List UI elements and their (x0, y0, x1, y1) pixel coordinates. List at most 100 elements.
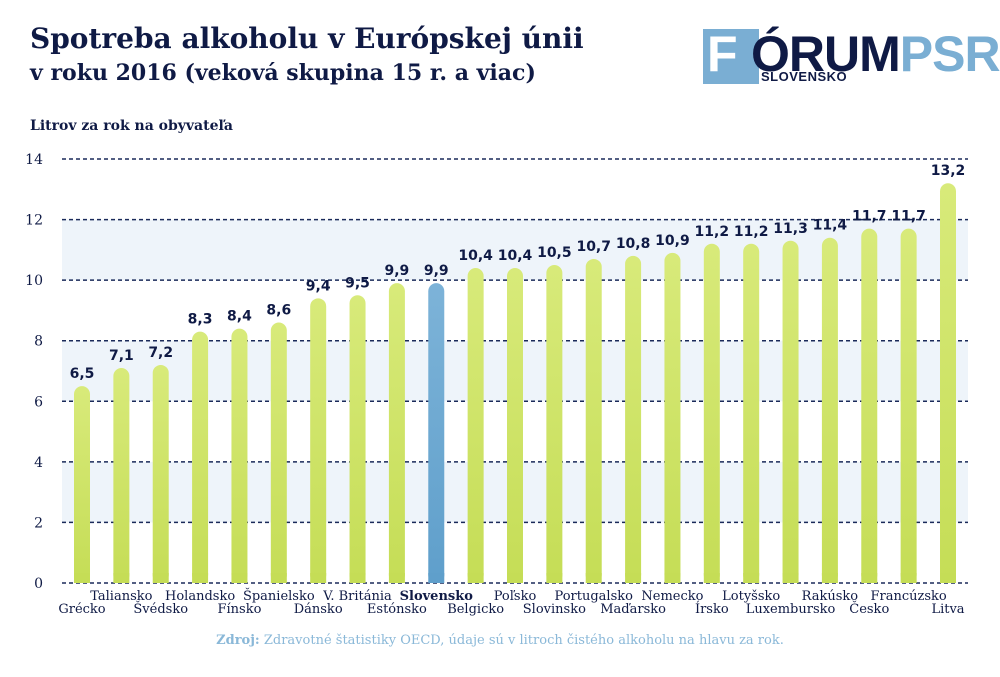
y-tick-label: 12 (25, 213, 43, 229)
bar-base (231, 573, 248, 583)
bar-base (940, 573, 956, 583)
y-tick-label: 2 (34, 515, 43, 531)
bar-base (192, 573, 209, 583)
bar (861, 228, 878, 583)
value-label: 8,4 (227, 309, 252, 325)
logo-word-orum: ÓRUM (751, 26, 901, 82)
bar (507, 268, 523, 583)
bar (940, 183, 956, 583)
bar-base (585, 573, 602, 583)
y-axis-ticks: 0 2 4 6 8 10 12 14 (25, 152, 43, 592)
bar-base (74, 573, 90, 583)
y-tick-label: 4 (34, 455, 43, 471)
bar-base (270, 573, 287, 583)
value-label: 9,4 (306, 278, 331, 294)
x-tick-label: Litva (931, 602, 964, 617)
x-tick-label: Rakúsko (802, 589, 859, 604)
y-tick-label: 0 (34, 576, 43, 592)
value-label: 11,7 (852, 209, 887, 225)
bar (625, 255, 642, 583)
value-label: 6,5 (70, 366, 95, 382)
chart-subtitle: v roku 2016 (veková skupina 15 r. a viac… (30, 60, 536, 86)
source-key: Zdroj: (216, 633, 260, 648)
logo-word-psr: PSR (899, 26, 1000, 82)
bar (231, 328, 248, 583)
x-tick-label: Lotyšsko (722, 589, 780, 604)
bar-base (900, 573, 917, 583)
value-label: 9,9 (385, 263, 410, 279)
value-label: 11,4 (813, 218, 848, 234)
value-label: 8,3 (188, 312, 213, 328)
bar-base (703, 573, 720, 583)
bar (388, 283, 405, 583)
bar (821, 237, 838, 583)
value-label: 9,5 (345, 275, 370, 291)
bar-base (664, 573, 681, 583)
value-label: 7,1 (109, 348, 134, 364)
bar-base (625, 573, 642, 583)
bars (74, 183, 956, 584)
x-axis-labels: GréckoTalianskoŠvédskoHolandskoFínskoŠpa… (58, 587, 964, 617)
bar (585, 258, 602, 583)
logo-wordmark: ÓRUMPSR (751, 25, 1000, 83)
x-tick-label: Maďarsko (600, 602, 666, 617)
x-tick-label: Poľsko (494, 589, 537, 604)
value-label: 10,9 (655, 233, 690, 249)
bar-base (428, 573, 445, 583)
x-tick-label: Luxembursko (746, 602, 836, 617)
value-label: 8,6 (266, 303, 291, 319)
bar (743, 243, 760, 584)
value-label: 11,7 (891, 209, 926, 225)
bar (113, 367, 130, 583)
y-tick-label: 14 (25, 152, 43, 168)
bar-base (152, 573, 169, 583)
bar (782, 240, 799, 583)
y-tick-label: 8 (34, 334, 43, 350)
x-tick-label: Česko (849, 600, 889, 617)
source-text: Zdravotné štatistiky OECD, údaje sú v li… (259, 633, 784, 648)
bar-base (388, 573, 405, 583)
forum-psr-logo: F ÓRUMPSR SLOVENSKO (703, 26, 1000, 87)
x-tick-label: Belgicko (447, 602, 504, 617)
bar (270, 322, 287, 583)
value-label: 11,2 (695, 224, 730, 240)
y-axis-label: Litrov za rok na obyvateľa (30, 118, 233, 134)
x-tick-label: Španielsko (243, 587, 315, 604)
x-tick-label: Nemecko (641, 589, 703, 604)
value-label: 10,4 (498, 248, 533, 264)
logo-subtitle: SLOVENSKO (761, 69, 848, 84)
bar (703, 243, 720, 584)
bar-base (743, 573, 760, 583)
value-label: 13,2 (931, 163, 966, 179)
bar (900, 228, 917, 583)
x-tick-label: Taliansko (90, 589, 152, 604)
value-label: 7,2 (148, 345, 173, 361)
y-tick-label: 10 (25, 273, 43, 289)
x-tick-label: Grécko (58, 602, 105, 617)
bar-base (349, 573, 366, 583)
bar-base (507, 573, 523, 583)
x-tick-label: Holandsko (165, 589, 235, 604)
source-note: Zdroj: Zdravotné štatistiky OECD, údaje … (0, 633, 1000, 648)
y-tick-label: 6 (34, 394, 43, 410)
chart-title: Spotreba alkoholu v Európskej únii (30, 22, 584, 55)
value-label: 10,7 (576, 239, 611, 255)
bar (546, 265, 563, 583)
value-label: 10,8 (616, 236, 651, 252)
bar-base (310, 573, 327, 583)
bar-base (861, 573, 878, 583)
x-tick-label: Fínsko (217, 602, 261, 617)
x-tick-label: Slovinsko (523, 602, 586, 617)
value-label: 10,5 (537, 245, 572, 261)
x-tick-label: V. Británia (322, 589, 392, 604)
bar-highlighted (428, 283, 445, 583)
x-tick-label: Estónsko (367, 602, 427, 617)
bar-base (821, 573, 838, 583)
bar (192, 331, 209, 583)
value-label: 11,2 (734, 224, 769, 240)
value-label: 9,9 (424, 263, 449, 279)
value-labels: 6,57,1 7,28,3 8,4 8,69,4 9,59,9 9,910,4 10,4 10… (70, 163, 966, 382)
value-label: 11,3 (773, 221, 808, 237)
logo-square (703, 29, 759, 84)
